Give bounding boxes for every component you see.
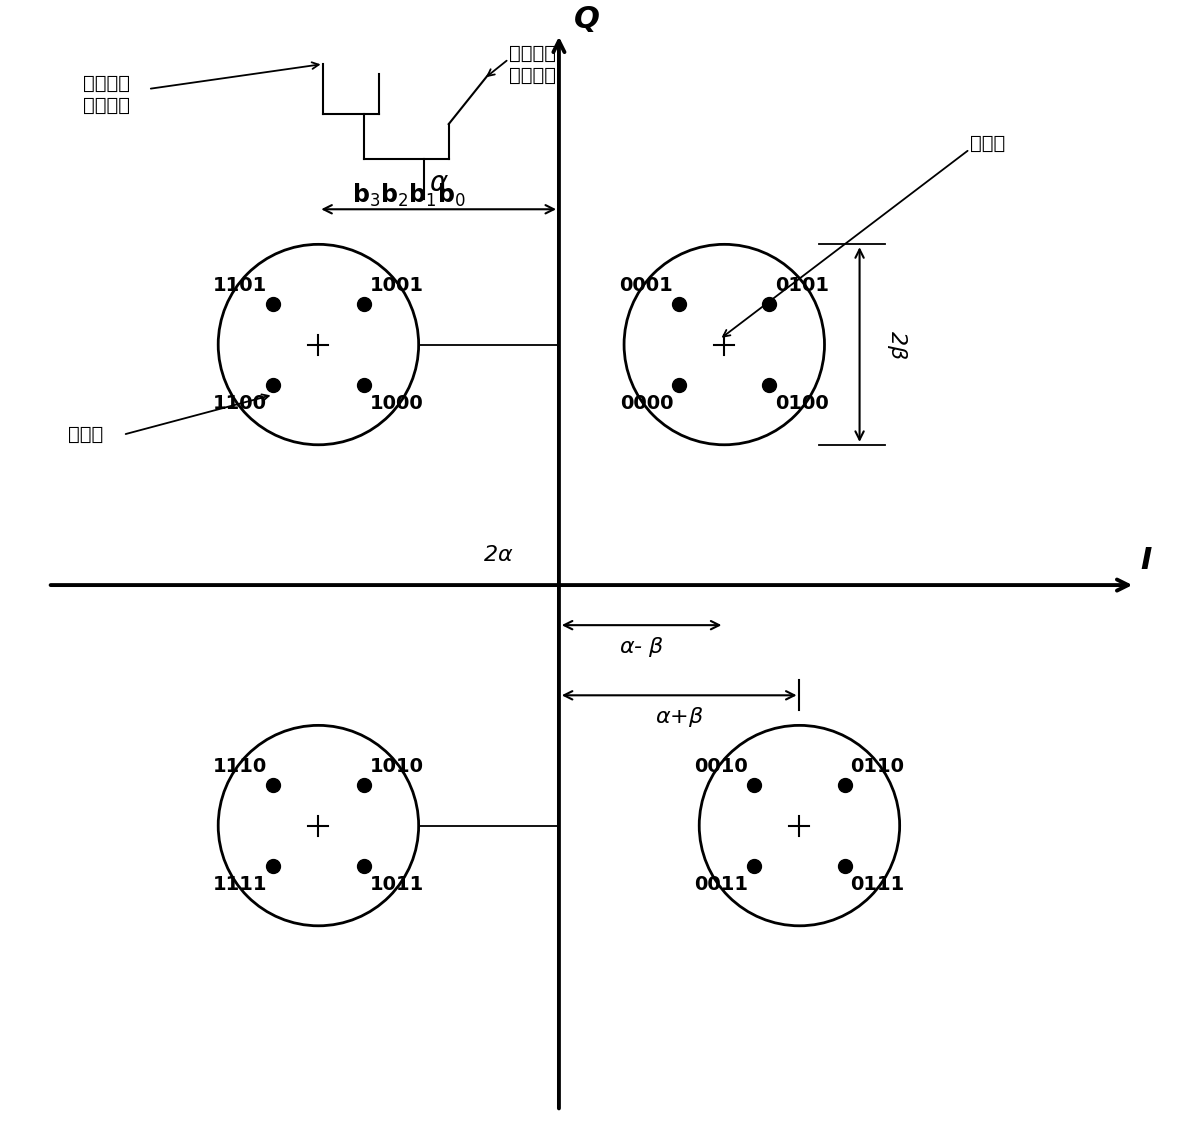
Text: I: I xyxy=(1140,546,1151,575)
Text: 1110: 1110 xyxy=(213,758,267,777)
Text: 0000: 0000 xyxy=(620,394,673,413)
Text: 0011: 0011 xyxy=(694,875,749,894)
Text: $\alpha$: $\alpha$ xyxy=(428,168,448,196)
Text: $\alpha$- $\beta$: $\alpha$- $\beta$ xyxy=(619,636,664,659)
Text: 远端用户
编码比特: 远端用户 编码比特 xyxy=(83,75,130,115)
Text: 0110: 0110 xyxy=(851,758,905,777)
Text: 0010: 0010 xyxy=(694,758,749,777)
Text: $\alpha$+$\beta$: $\alpha$+$\beta$ xyxy=(654,706,704,729)
Text: Q: Q xyxy=(574,5,600,34)
Text: 1111: 1111 xyxy=(213,875,267,894)
Text: 1001: 1001 xyxy=(369,277,424,296)
Text: 0100: 0100 xyxy=(775,394,829,413)
Text: 0111: 0111 xyxy=(851,875,905,894)
Text: 1011: 1011 xyxy=(369,875,424,894)
Text: 2$\beta$: 2$\beta$ xyxy=(885,330,909,359)
Text: 0101: 0101 xyxy=(775,277,829,296)
Text: 2$\alpha$: 2$\alpha$ xyxy=(484,545,513,564)
Text: 簇中心: 簇中心 xyxy=(970,134,1006,154)
Text: b$_3$b$_2$b$_1$b$_0$: b$_3$b$_2$b$_1$b$_0$ xyxy=(351,182,465,209)
Text: 1101: 1101 xyxy=(213,277,267,296)
Text: 0001: 0001 xyxy=(620,277,673,296)
Text: 星座点: 星座点 xyxy=(67,425,103,444)
Text: 近端用户
编码比特: 近端用户 编码比特 xyxy=(509,44,556,85)
Text: 1100: 1100 xyxy=(213,394,267,413)
Text: 1000: 1000 xyxy=(369,394,424,413)
Text: 1010: 1010 xyxy=(369,758,424,777)
